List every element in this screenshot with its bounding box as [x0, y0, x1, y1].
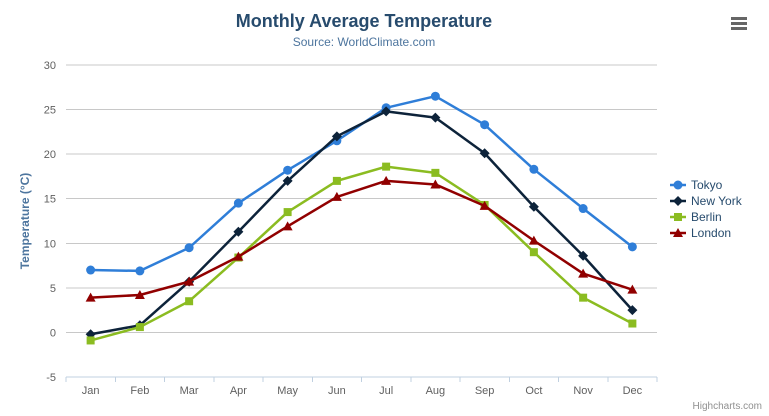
- data-point-marker[interactable]: [233, 226, 244, 237]
- x-axis-label: May: [277, 385, 298, 397]
- x-axis-label: Mar: [180, 385, 199, 397]
- y-axis-label: 5: [50, 283, 56, 295]
- data-point-marker[interactable]: [86, 336, 95, 345]
- data-point-marker[interactable]: [528, 201, 539, 212]
- series-new-york[interactable]: [85, 106, 638, 340]
- data-point-marker[interactable]: [185, 297, 194, 306]
- data-point-marker[interactable]: [282, 175, 293, 186]
- chart-title: Monthly Average Temperature: [235, 11, 493, 31]
- data-point-marker[interactable]: [430, 112, 441, 123]
- data-point-marker[interactable]: [233, 198, 243, 208]
- credits-link[interactable]: Highcharts.com: [692, 401, 762, 412]
- circle-marker-icon: [670, 180, 686, 190]
- data-point-marker[interactable]: [135, 266, 145, 276]
- data-point-marker[interactable]: [479, 148, 490, 159]
- data-point-marker[interactable]: [430, 91, 440, 101]
- data-point-marker[interactable]: [382, 162, 391, 171]
- data-point-marker[interactable]: [431, 168, 440, 177]
- data-point-marker[interactable]: [627, 305, 638, 316]
- data-point-marker[interactable]: [85, 292, 96, 302]
- data-point-marker[interactable]: [528, 235, 539, 245]
- data-point-marker[interactable]: [283, 165, 293, 175]
- y-axis-label: 15: [44, 194, 56, 206]
- data-point-marker[interactable]: [331, 191, 342, 201]
- series-tokyo[interactable]: [86, 91, 637, 276]
- x-axis-label: Nov: [573, 385, 593, 397]
- data-point-marker[interactable]: [184, 243, 194, 253]
- legend-marker-symbol: [673, 228, 683, 237]
- y-axis-label: -5: [46, 372, 56, 384]
- data-point-marker[interactable]: [332, 176, 341, 185]
- data-point-marker[interactable]: [233, 251, 244, 261]
- legend-item-berlin[interactable]: Berlin: [670, 209, 742, 225]
- data-point-marker[interactable]: [430, 179, 441, 189]
- legend-label: New York: [691, 194, 742, 208]
- y-axis-label: 25: [44, 105, 56, 117]
- series-line-berlin: [89, 165, 634, 342]
- x-axis-label: Feb: [130, 385, 149, 397]
- legend-item-new-york[interactable]: New York: [670, 193, 742, 209]
- data-point-marker[interactable]: [578, 250, 589, 261]
- data-point-marker[interactable]: [627, 284, 638, 294]
- y-axis-label: 0: [50, 327, 56, 339]
- x-axis-label: Sep: [475, 385, 495, 397]
- data-point-marker[interactable]: [86, 265, 96, 275]
- data-point-marker[interactable]: [381, 175, 392, 185]
- data-point-marker[interactable]: [529, 164, 539, 174]
- square-marker-icon: [670, 213, 686, 221]
- y-axis-label: 10: [44, 238, 56, 250]
- legend: Tokyo New York Berlin London: [670, 177, 742, 241]
- data-point-marker[interactable]: [381, 106, 392, 117]
- data-point-marker[interactable]: [134, 289, 145, 299]
- diamond-marker-icon: [670, 196, 686, 206]
- legend-label: Tokyo: [691, 178, 723, 192]
- legend-item-tokyo[interactable]: Tokyo: [670, 177, 742, 193]
- x-axis-label: Jan: [82, 385, 100, 397]
- data-point-marker[interactable]: [479, 200, 490, 210]
- y-axis-label: 20: [44, 149, 56, 161]
- hamburger-icon: [731, 17, 747, 20]
- data-point-marker[interactable]: [282, 221, 293, 231]
- data-point-marker[interactable]: [578, 204, 588, 214]
- series-london[interactable]: [85, 175, 638, 302]
- hamburger-icon: [731, 27, 747, 30]
- series-line-tokyo: [89, 94, 634, 273]
- legend-label: Berlin: [691, 210, 722, 224]
- y-axis-title: Temperature (°C): [18, 172, 32, 270]
- triangle-marker-icon: [670, 228, 686, 237]
- legend-marker-symbol: [674, 213, 682, 221]
- data-point-marker[interactable]: [579, 293, 588, 302]
- series-line-london: [89, 179, 634, 299]
- data-point-marker[interactable]: [331, 131, 342, 142]
- export-menu-button[interactable]: [731, 17, 747, 31]
- series-line-new-york: [89, 110, 634, 336]
- x-axis-label: Aug: [426, 385, 446, 397]
- data-point-marker[interactable]: [578, 268, 589, 278]
- legend-item-london[interactable]: London: [670, 225, 742, 241]
- y-axis-label: 30: [44, 60, 56, 72]
- legend-marker-symbol: [673, 180, 683, 190]
- legend-marker-symbol: [673, 196, 683, 206]
- x-axis-label: Apr: [230, 385, 247, 397]
- hamburger-icon: [731, 22, 747, 25]
- data-point-marker[interactable]: [627, 242, 637, 252]
- x-axis-label: Oct: [525, 385, 542, 397]
- legend-label: London: [691, 226, 732, 240]
- x-axis-label: Jun: [328, 385, 346, 397]
- data-point-marker[interactable]: [135, 323, 144, 332]
- x-axis-label: Dec: [623, 385, 643, 397]
- data-point-marker[interactable]: [529, 248, 538, 257]
- data-point-marker[interactable]: [283, 208, 292, 217]
- chart-subtitle: Source: WorldClimate.com: [292, 35, 436, 49]
- data-point-marker[interactable]: [628, 319, 637, 328]
- data-point-marker[interactable]: [184, 276, 195, 286]
- x-axis-label: Jul: [379, 385, 393, 397]
- data-point-marker[interactable]: [480, 120, 490, 130]
